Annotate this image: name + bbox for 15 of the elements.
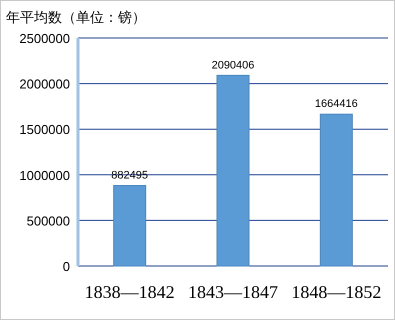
y-tick-label: 2500000 [19, 31, 70, 46]
y-tick-label: 1000000 [19, 168, 70, 183]
y-tick-label: 1500000 [19, 122, 70, 138]
x-tick-label: 1843—1847 [188, 282, 278, 302]
data-label: 2090406 [212, 59, 254, 72]
bar [113, 185, 146, 266]
y-tick-label: 500000 [26, 213, 70, 228]
y-axis-title: 年平均数（单位：镑） [6, 9, 146, 25]
y-tick-label: 2000000 [19, 76, 70, 92]
bar [320, 114, 353, 266]
bar [216, 74, 250, 266]
y-tick-label: 0 [62, 259, 70, 274]
x-tick-label: 1848—1852 [291, 282, 382, 302]
data-label: 1664416 [314, 98, 358, 110]
x-tick-label: 1838—1842 [84, 282, 175, 302]
